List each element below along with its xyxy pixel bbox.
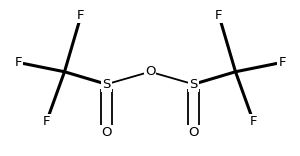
Text: F: F (278, 56, 286, 69)
Text: F: F (14, 56, 22, 69)
Text: O: O (101, 126, 112, 139)
Text: O: O (145, 65, 155, 78)
Text: F: F (250, 115, 257, 128)
Text: F: F (43, 115, 50, 128)
Text: F: F (77, 9, 85, 22)
Text: O: O (188, 126, 199, 139)
Text: F: F (215, 9, 223, 22)
Text: S: S (189, 78, 198, 91)
Text: S: S (102, 78, 111, 91)
